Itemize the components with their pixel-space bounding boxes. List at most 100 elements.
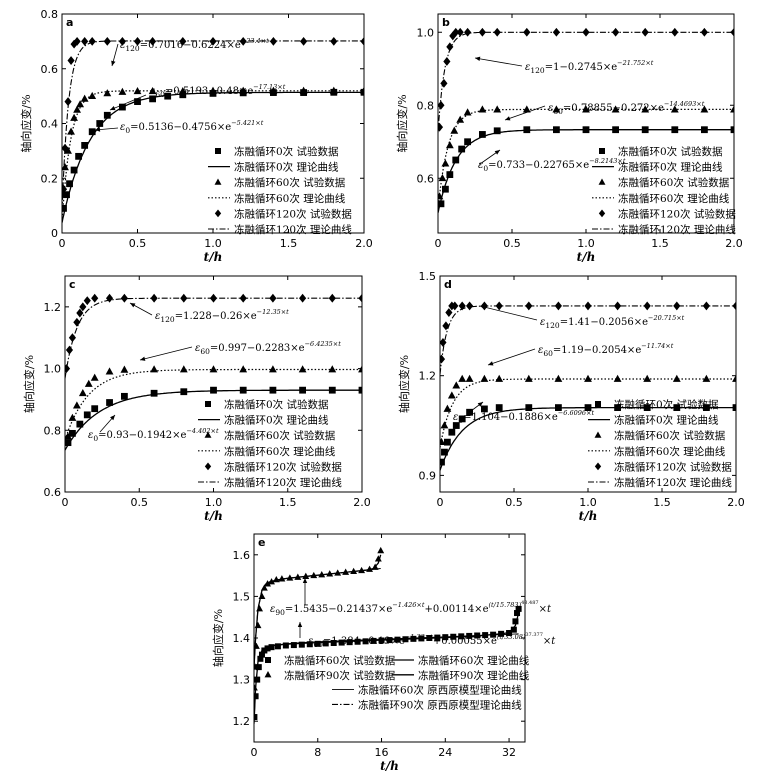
y-tick-label: 0.4 xyxy=(41,118,59,131)
series-line xyxy=(65,297,362,379)
data-point-triangle xyxy=(65,432,72,440)
legend-entry: 冻融循环0次 试验数据 xyxy=(234,145,339,158)
eq-tail: ×t xyxy=(543,636,556,647)
eq-body: =0.93−0.1942×e xyxy=(98,430,186,441)
x-tick-label: 2.0 xyxy=(353,496,371,509)
data-point-diamond xyxy=(65,345,74,355)
data-point-diamond xyxy=(149,36,157,46)
chart-panel-c: 0 0.5 1.0 1.5 2.00.60.81.01.2t/h轴向应变/%cε120=… xyxy=(22,275,371,523)
series-line xyxy=(438,129,734,214)
y-axis-label: 轴向应变/% xyxy=(211,609,225,667)
annotation-arrow xyxy=(479,305,538,321)
legend-entry: 冻融循环0次 理论曲线 xyxy=(618,161,723,174)
data-point-triangle xyxy=(374,555,382,562)
legend-symbol xyxy=(598,178,606,185)
legend-symbol xyxy=(214,209,222,218)
legend-entry: 冻融循环120次 试验数据 xyxy=(614,460,732,473)
data-point-square xyxy=(495,404,503,411)
eq-superscript: −5.421×t xyxy=(231,119,264,127)
data-point-square xyxy=(96,120,104,127)
y-tick-label: 0.6 xyxy=(44,486,62,499)
y-tick-label: 1.4 xyxy=(233,632,251,645)
data-point-diamond xyxy=(76,308,84,318)
x-tick-label: 1.0 xyxy=(577,237,595,250)
e60-equation: ε60=1.19−0.2054×e−11.74×t xyxy=(538,342,674,358)
y-tick-label: 1.0 xyxy=(417,26,435,39)
data-point-triangle xyxy=(594,431,602,438)
data-point-triangle xyxy=(258,592,266,599)
data-point-square xyxy=(70,166,78,174)
data-point-diamond xyxy=(67,56,75,65)
data-point-triangle xyxy=(554,374,563,382)
eq-body: =0.733−0.22765×e xyxy=(488,160,589,171)
data-point-diamond xyxy=(440,338,447,347)
legend-symbol xyxy=(215,148,221,154)
eq-body: =1−0.2745×e xyxy=(545,62,617,73)
chart-panel-d: 0 0.5 1.0 1.5 2.00.91.21.5t/h轴向应变/%dε120=1.4… xyxy=(397,270,745,523)
data-point-diamond xyxy=(673,301,681,311)
eq-body: =0.5136−0.4756×e xyxy=(130,122,231,133)
data-point-triangle xyxy=(204,431,212,438)
data-point-triangle xyxy=(552,105,561,113)
eq-symbol: ε xyxy=(88,430,93,441)
legend-entry: 冻融循环120次 理论曲线 xyxy=(618,223,736,236)
series-line xyxy=(65,368,362,441)
data-point-square xyxy=(65,439,72,447)
data-point-diamond xyxy=(438,122,444,132)
data-point-square xyxy=(274,643,281,650)
data-point-square xyxy=(446,171,454,178)
data-point-triangle xyxy=(598,178,606,185)
data-point-square xyxy=(164,92,172,100)
data-point-triangle xyxy=(254,684,258,691)
annotation-arrowhead xyxy=(480,305,486,310)
data-point-triangle xyxy=(80,94,89,102)
data-point-diamond xyxy=(68,333,76,343)
x-tick-label: 8 xyxy=(314,746,321,759)
data-point-triangle xyxy=(700,105,709,113)
annotation-arrow xyxy=(474,57,523,67)
eq-body: =1.104−0.1886×e xyxy=(463,412,558,423)
x-tick-label: 1.0 xyxy=(579,496,597,509)
legend-entry: 冻融循环120次 试验数据 xyxy=(224,460,342,473)
data-point-square xyxy=(330,639,337,646)
data-point-triangle xyxy=(465,374,474,382)
legend-entry: 冻融循环60次 试验数据 xyxy=(234,176,346,189)
eq-body: =0.78855−0.272×e xyxy=(563,103,664,114)
y-tick-label: 0.6 xyxy=(41,63,59,76)
data-point-triangle xyxy=(493,105,502,113)
annotation-arrowhead xyxy=(110,106,116,111)
data-point-square xyxy=(69,429,76,437)
eq-subscript: 0 xyxy=(125,126,130,135)
y-axis-label: 轴向应变/% xyxy=(22,355,36,413)
data-point-triangle xyxy=(264,671,272,678)
y-tick-label: 1.3 xyxy=(233,674,251,687)
eq-tail: ×t xyxy=(539,604,552,615)
data-point-triangle xyxy=(148,86,157,95)
x-tick-label: 1.5 xyxy=(280,237,298,250)
annotation-arrowhead xyxy=(111,60,116,66)
x-tick-label: 1.0 xyxy=(204,237,222,250)
e0-equation: ε0=1.104−0.1886×e−6.6096×t xyxy=(453,409,594,425)
data-point-square xyxy=(254,693,259,700)
eq-middle: +0.00114×e xyxy=(424,604,488,615)
data-point-diamond xyxy=(554,301,562,311)
legend-symbol xyxy=(204,431,212,438)
data-point-triangle xyxy=(103,89,112,97)
data-point-diamond xyxy=(73,317,81,327)
eq-subscript: 120 xyxy=(545,321,560,330)
legend-entry: 冻融循环60次 理论曲线 xyxy=(224,445,336,458)
series-冻融循环0次 理论曲线 xyxy=(65,389,362,451)
data-point-square xyxy=(514,610,521,617)
data-point-triangle xyxy=(256,605,264,612)
series-冻融循环120次 理论曲线 xyxy=(440,305,736,375)
series-line xyxy=(62,91,364,223)
series-line xyxy=(440,378,736,448)
legend-entry: 冻融循环120次 试验数据 xyxy=(234,207,352,220)
eq-subscript: 60 xyxy=(553,107,563,116)
data-point-diamond xyxy=(360,36,364,46)
data-point-diamond xyxy=(440,78,448,88)
data-point-square xyxy=(481,405,488,413)
legend-entry: 冻融循环60次 试验数据 xyxy=(224,429,336,442)
data-point-square xyxy=(595,401,601,407)
eq-subscript: 60 xyxy=(543,349,553,358)
